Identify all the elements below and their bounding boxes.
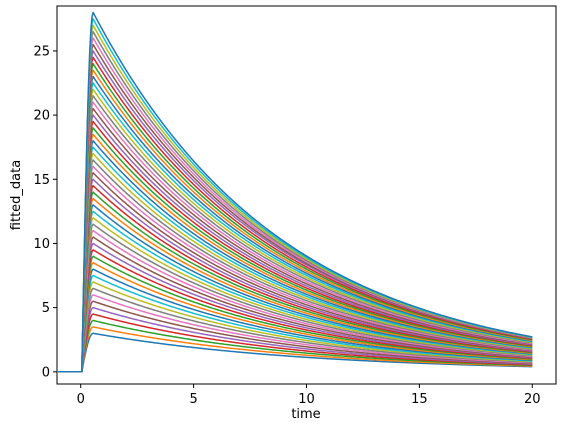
series-line	[58, 229, 533, 373]
series-line	[58, 332, 533, 373]
series-line	[58, 191, 533, 373]
series-line	[58, 281, 533, 373]
series-line	[58, 159, 533, 373]
y-tick-label: 15	[33, 173, 50, 188]
series-line	[58, 11, 533, 373]
series-line	[58, 172, 533, 373]
series-line	[58, 210, 533, 373]
y-axis-ticks: 0 5 10 15 20 25	[33, 44, 57, 380]
series-line	[58, 197, 533, 373]
series-line	[58, 300, 533, 373]
series-line	[58, 217, 533, 373]
series-line	[58, 204, 533, 373]
series-line	[58, 287, 533, 373]
x-tick-label: 5	[189, 392, 197, 407]
y-tick-label: 0	[42, 365, 50, 380]
series-line	[58, 249, 533, 373]
y-tick-label: 20	[33, 109, 50, 124]
series-line	[58, 107, 533, 373]
series-line	[58, 56, 533, 373]
x-tick-label: 15	[411, 392, 428, 407]
y-axis-label: fitted_data	[9, 160, 24, 230]
series-line	[58, 140, 533, 373]
series-line	[58, 75, 533, 373]
series-line	[58, 326, 533, 373]
series-line	[58, 268, 533, 373]
series-line	[58, 242, 533, 373]
series-line	[58, 165, 533, 373]
x-axis-label: time	[291, 407, 320, 422]
series-group	[58, 11, 533, 373]
series-line	[58, 306, 533, 373]
series-line	[58, 274, 533, 373]
y-tick-label: 5	[42, 301, 50, 316]
series-line	[58, 120, 533, 373]
series-line	[58, 255, 533, 373]
series-line	[58, 223, 533, 373]
x-tick-label: 10	[298, 392, 315, 407]
plot-area	[56, 5, 557, 385]
series-line	[58, 133, 533, 373]
series-line	[58, 101, 533, 373]
series-line	[58, 294, 533, 373]
series-line	[58, 313, 533, 373]
series-line	[58, 184, 533, 373]
x-axis-ticks: 0 5 10 15 20	[77, 384, 541, 407]
series-line	[58, 152, 533, 373]
series-line	[58, 63, 533, 373]
y-tick-label: 10	[33, 237, 50, 252]
series-line	[58, 114, 533, 373]
series-line	[58, 146, 533, 373]
y-tick-label: 25	[33, 44, 50, 59]
series-line	[58, 88, 533, 373]
x-tick-label: 0	[77, 392, 85, 407]
series-line	[58, 127, 533, 373]
series-line	[58, 236, 533, 373]
series-line	[58, 319, 533, 373]
series-line	[58, 69, 533, 373]
series-line	[58, 261, 533, 373]
series-line	[58, 178, 533, 373]
x-tick-label: 20	[524, 392, 541, 407]
series-line	[58, 82, 533, 373]
series-line	[58, 95, 533, 373]
